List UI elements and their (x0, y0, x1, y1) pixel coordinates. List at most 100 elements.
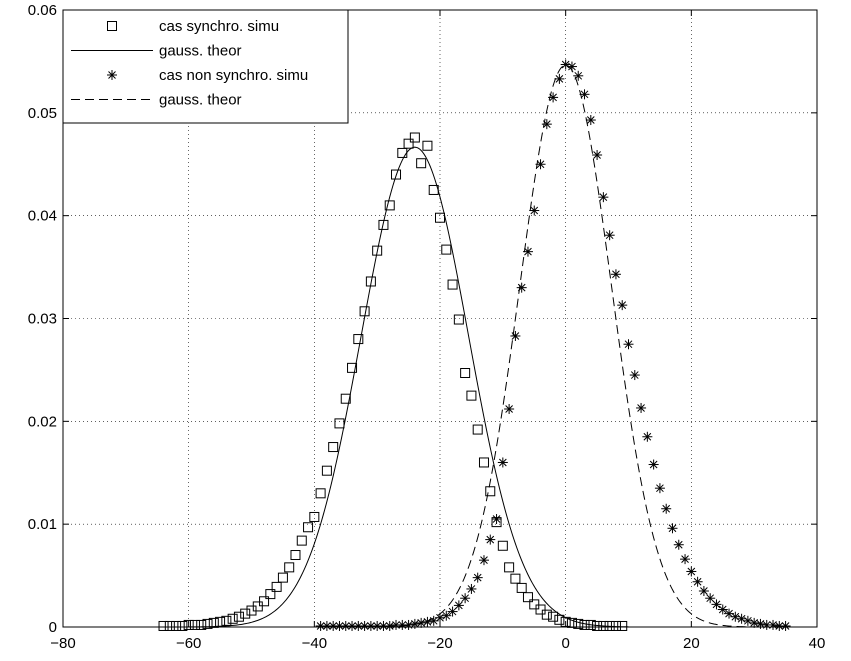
legend-label: cas non synchro. simu (159, 67, 308, 84)
data-point (617, 300, 628, 311)
x-tick-label: −80 (50, 635, 75, 652)
series-2 (315, 59, 791, 631)
legend: cas synchro. simu gauss. theor cas non syn… (62, 9, 349, 124)
data-point (347, 362, 358, 373)
data-point (780, 620, 791, 631)
data-point (522, 592, 533, 603)
legend-marker-square (107, 21, 117, 31)
data-point (416, 158, 427, 169)
data-point (592, 149, 603, 160)
data-point (698, 586, 709, 597)
data-point (472, 572, 483, 583)
data-point (654, 483, 665, 494)
data-point (372, 245, 383, 256)
data-point (686, 566, 697, 577)
data-point (447, 606, 458, 617)
series-3 (314, 64, 792, 628)
data-point (541, 609, 552, 620)
data-point (642, 431, 653, 442)
x-tick-label: 20 (683, 635, 700, 652)
data-point (334, 620, 345, 631)
legend-label: gauss. theor (159, 92, 242, 109)
data-point (548, 611, 559, 622)
data-point (233, 611, 244, 622)
data-point (196, 619, 207, 630)
data-point (629, 370, 640, 381)
data-point (504, 562, 515, 573)
legend-entry: gauss. theor (71, 92, 242, 109)
data-point (730, 611, 741, 622)
data-point (296, 535, 307, 546)
legend-entry: gauss. theor (71, 43, 242, 60)
data-point (158, 620, 169, 631)
data-point (315, 488, 326, 499)
series-0 (158, 132, 628, 631)
data-point (321, 465, 332, 476)
data-point (422, 140, 433, 151)
legend-marker-star (107, 70, 117, 80)
data-point (271, 581, 282, 592)
data-point (522, 246, 533, 257)
data-point (290, 550, 301, 561)
x-tick-label: −20 (427, 635, 452, 652)
data-point (667, 523, 678, 534)
data-point (309, 511, 320, 522)
data-point (435, 212, 445, 223)
x-tick-label: 0 (561, 635, 569, 652)
data-point (441, 610, 452, 621)
y-tick-label: 0.03 (28, 311, 57, 328)
data-point (510, 573, 521, 584)
data-point (416, 617, 427, 628)
data-point (485, 534, 496, 545)
data-point (409, 132, 420, 143)
data-point (736, 613, 747, 624)
data-point (478, 555, 489, 566)
data-point (749, 617, 760, 628)
data-point (598, 192, 609, 203)
data-point (164, 620, 175, 631)
y-tick-label: 0 (49, 619, 57, 636)
data-point (560, 59, 571, 70)
x-tick-label: −60 (176, 635, 201, 652)
data-point (680, 554, 691, 565)
data-point (579, 89, 590, 100)
series-line (314, 64, 792, 628)
data-point (177, 620, 188, 631)
data-point (478, 457, 489, 468)
series-line (163, 146, 629, 628)
data-point (353, 334, 364, 345)
data-point (516, 582, 527, 593)
data-point (617, 620, 628, 631)
legend-label: cas synchro. simu (159, 18, 279, 35)
data-point (529, 599, 540, 610)
data-point (466, 583, 477, 594)
data-point (277, 572, 288, 583)
legend-entry: cas synchro. simu (107, 18, 279, 35)
legend-label: gauss. theor (159, 43, 242, 60)
data-point (265, 589, 276, 600)
data-point (328, 620, 339, 631)
data-point (328, 442, 339, 453)
ticks: −80 −60 −40 −20 0 20 40 0 0.01 0.02 0.03 0.04 0.05 0.… (28, 2, 826, 652)
data-point (453, 600, 464, 611)
data-point (692, 576, 703, 587)
data-point (610, 269, 621, 280)
data-point (554, 73, 565, 84)
data-point (340, 393, 351, 404)
y-tick-label: 0.01 (28, 516, 57, 533)
data-point (535, 604, 546, 615)
data-point (227, 613, 238, 624)
data-point (259, 596, 270, 607)
data-point (384, 200, 395, 211)
grid (63, 10, 817, 627)
data-point (516, 282, 527, 293)
y-tick-label: 0.05 (28, 105, 57, 122)
y-tick-label: 0.02 (28, 413, 57, 430)
data-point (585, 115, 596, 126)
data-point (384, 620, 395, 631)
data-point (491, 514, 502, 525)
data-point (391, 169, 402, 180)
data-point (460, 368, 471, 379)
data-point (441, 244, 452, 255)
y-tick-label: 0.04 (28, 208, 57, 225)
